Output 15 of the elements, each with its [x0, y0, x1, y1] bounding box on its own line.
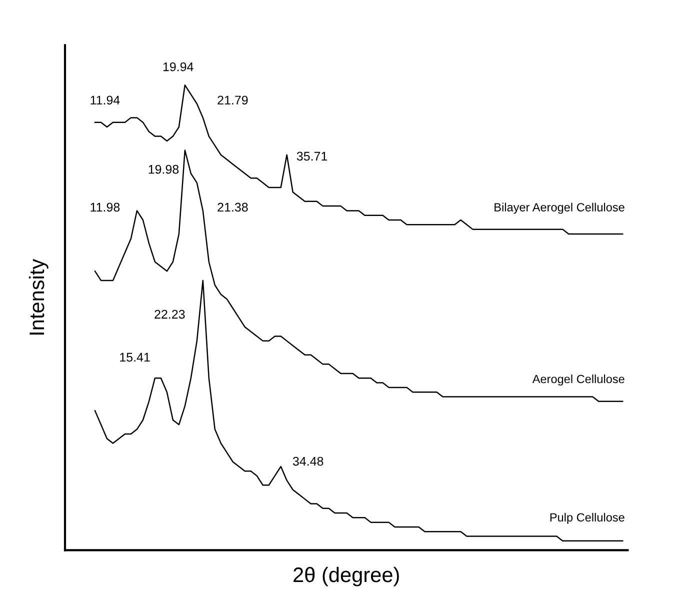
series-label: Pulp Cellulose [550, 512, 624, 524]
series-label: Bilayer Aerogel Cellulose [494, 202, 624, 214]
y-axis-title: Intensity [28, 258, 48, 335]
annotation: 21.38 [218, 202, 248, 212]
annotation: 22.23 [154, 310, 185, 319]
x-axis-title: 2θ (degree) [294, 566, 399, 586]
annotation: 15.41 [120, 352, 150, 362]
annotation: 34.48 [292, 456, 324, 466]
series-label: Aerogel Cellulose [532, 374, 624, 386]
annotation: 21.79 [218, 96, 248, 105]
annotation: 35.71 [296, 152, 328, 161]
annotation: 19.98 [148, 164, 179, 174]
annotation: 11.98 [90, 202, 120, 212]
text: 19.94 [163, 62, 194, 72]
annotation: 11.94 [90, 96, 120, 105]
